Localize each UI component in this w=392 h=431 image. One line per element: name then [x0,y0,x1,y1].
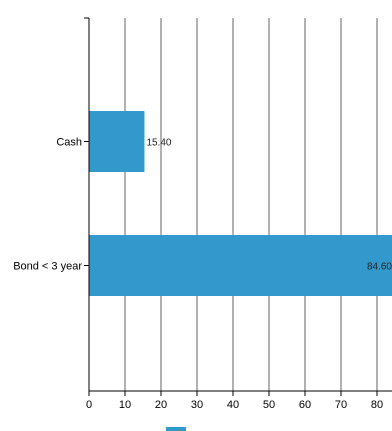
gridlines [124,18,378,391]
bar-1 [89,235,392,296]
x-tick-label-2: 20 [155,399,167,411]
data-label-0: 15.40 [146,138,171,149]
legend-swatch [166,427,186,431]
legend [166,427,186,431]
x-tick-label-6: 60 [299,399,311,411]
axes [84,17,392,396]
x-tick-label-1: 10 [119,399,131,411]
x-tick-label-7: 70 [335,399,347,411]
x-tick-label-5: 50 [263,399,275,411]
x-tick-label-4: 40 [227,399,239,411]
x-tick-label-3: 30 [191,399,203,411]
category-label-1: Bond < 3 year [13,261,82,273]
category-label-0: Cash [56,137,82,149]
bars [89,111,392,296]
labels: 0 10 20 30 40 50 60 70 80 Cash 15.40 Bond < 3 year 8… [13,137,392,412]
x-tick-label-0: 0 [86,399,92,411]
data-label-1: 84.60 [367,262,392,273]
x-tick-label-8: 80 [371,399,383,411]
bar-0 [89,111,145,172]
